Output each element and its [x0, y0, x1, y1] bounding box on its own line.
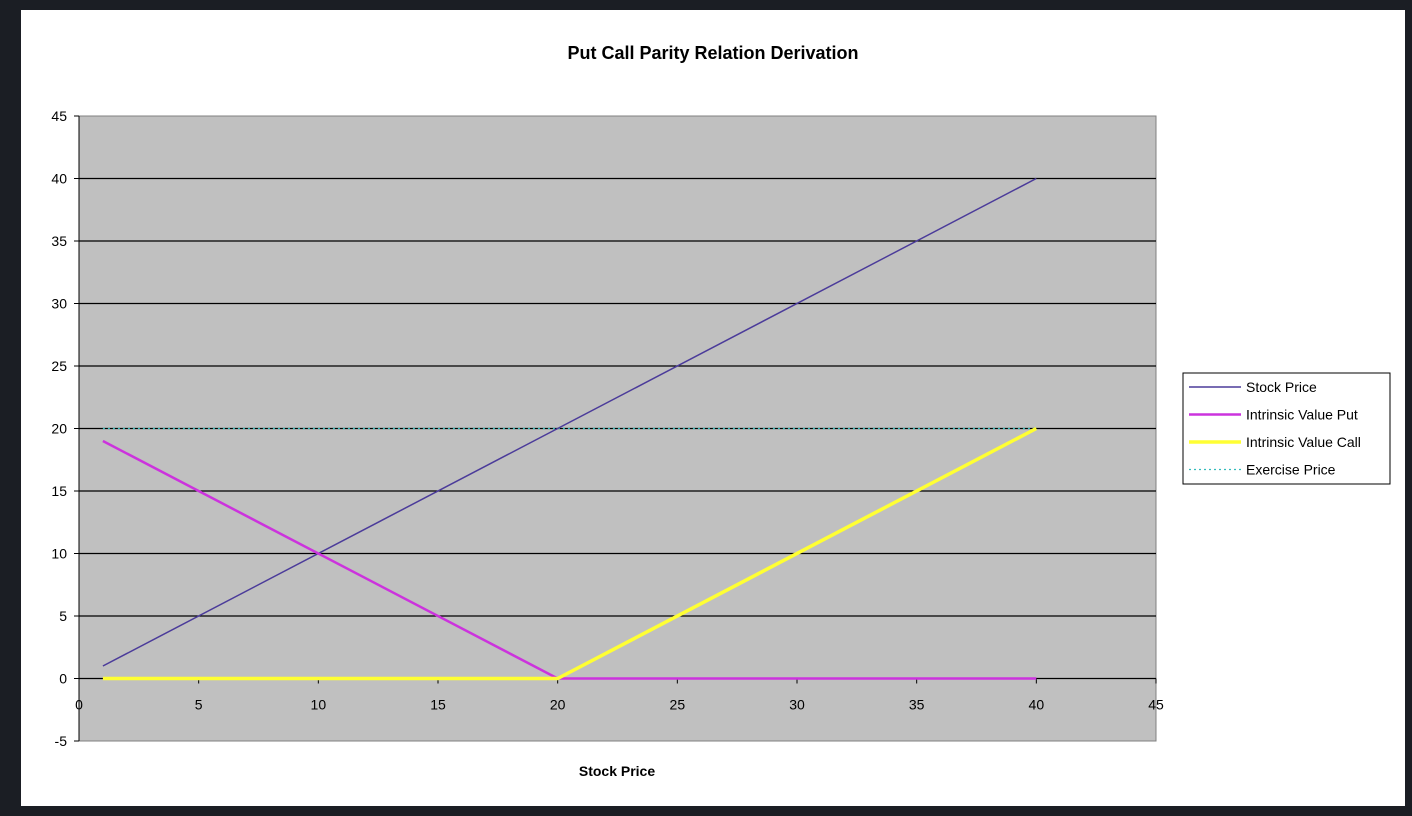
- y-tick-label: -5: [55, 733, 68, 749]
- x-axis-title: Stock Price: [579, 763, 655, 779]
- y-tick-label: 10: [51, 546, 67, 562]
- y-tick-label: 40: [51, 171, 67, 187]
- y-tick-label: 0: [59, 671, 67, 687]
- y-tick-label: 45: [51, 108, 67, 124]
- y-tick-label: 20: [51, 421, 67, 437]
- legend-label: Intrinsic Value Call: [1246, 434, 1361, 450]
- x-tick-label: 40: [1029, 697, 1045, 713]
- legend: Stock Price Intrinsic Value Put Intrinsic …: [1182, 372, 1391, 485]
- x-tick-label: 0: [75, 697, 83, 713]
- series-line-intrinsic-value-call: [102, 426, 1038, 681]
- y-tick-labels: -5 0 5 10 15 20 25 30 35 40 45: [51, 108, 67, 749]
- chart-title: Put Call Parity Relation Derivation: [567, 43, 858, 63]
- x-tick-label: 45: [1148, 697, 1164, 713]
- x-tick-label: 30: [789, 697, 805, 713]
- legend-label: Intrinsic Value Put: [1246, 407, 1358, 423]
- y-tick-label: 5: [59, 608, 67, 624]
- x-tick-label: 10: [311, 697, 327, 713]
- y-tick-label: 30: [51, 296, 67, 312]
- y-tick-label: 25: [51, 358, 67, 374]
- x-tick-label: 20: [550, 697, 566, 713]
- legend-box: [1182, 372, 1391, 485]
- x-tick-label: 35: [909, 697, 925, 713]
- x-tick-labels: 0 5 10 15 20 25 30 35 40 45: [75, 697, 1164, 713]
- series-lines: [102, 177, 1038, 681]
- legend-label: Stock Price: [1246, 379, 1317, 395]
- y-tick-label: 35: [51, 233, 67, 249]
- x-tick-label: 15: [430, 697, 446, 713]
- x-tick-label: 5: [195, 697, 203, 713]
- series-line-stock-price: [102, 177, 1037, 667]
- grid-lines: [79, 177, 1156, 617]
- y-tick-label: 15: [51, 483, 67, 499]
- x-tick-label: 25: [670, 697, 686, 713]
- legend-label: Exercise Price: [1246, 462, 1336, 478]
